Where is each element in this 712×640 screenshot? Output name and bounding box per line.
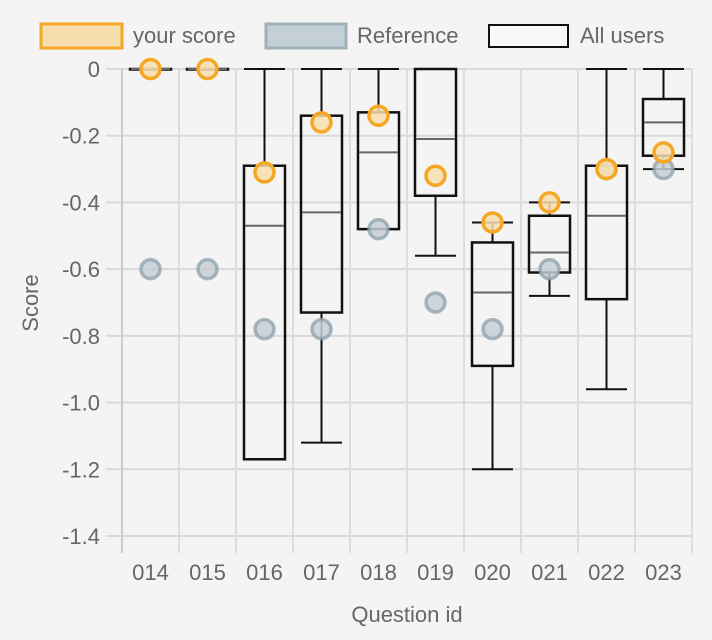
box-019 xyxy=(413,67,458,257)
y-axis-title: Score xyxy=(18,274,43,331)
x-tick-label: 016 xyxy=(246,560,283,585)
legend-swatch-your-score xyxy=(39,22,124,50)
y-tick-label: 0 xyxy=(88,57,100,82)
iqr-box xyxy=(584,164,629,301)
box-021 xyxy=(527,201,572,297)
legend-label-your-score: your score xyxy=(133,23,236,48)
y-tick-label: -0.2 xyxy=(62,124,100,149)
reference-point-017 xyxy=(310,317,333,341)
scatter-series-your-score xyxy=(139,57,675,234)
y-tick-label: -0.4 xyxy=(62,190,100,215)
box-018 xyxy=(356,68,401,231)
your-score-point-017 xyxy=(310,111,333,134)
grid xyxy=(106,68,693,553)
x-tick-label: 022 xyxy=(588,560,625,585)
x-axis-title: Question id xyxy=(351,602,462,627)
box-020 xyxy=(470,221,515,471)
reference-point-019 xyxy=(424,291,447,314)
your-score-point-016 xyxy=(253,161,276,184)
legend-swatch-all-users xyxy=(488,24,569,48)
x-tick-label: 020 xyxy=(474,560,511,585)
reference-point-015 xyxy=(196,257,219,281)
x-tick-label: 018 xyxy=(360,560,397,585)
y-tick-label: -1.2 xyxy=(62,457,100,482)
x-tick-label: 017 xyxy=(303,560,340,585)
legend-label-all-users: All users xyxy=(580,23,664,48)
iqr-box xyxy=(299,114,344,314)
x-tick-label: 023 xyxy=(645,560,682,585)
your-score-point-015 xyxy=(196,57,219,81)
box-022 xyxy=(584,68,629,391)
your-score-point-022 xyxy=(595,157,618,181)
iqr-box xyxy=(470,241,515,368)
reference-point-021 xyxy=(538,257,561,281)
y-tick-label: -0.6 xyxy=(62,257,100,282)
y-tick-label: -1.4 xyxy=(62,524,100,549)
your-score-point-021 xyxy=(538,191,561,214)
your-score-point-019 xyxy=(424,164,447,187)
legend-label-reference: Reference xyxy=(357,23,459,48)
iqr-box xyxy=(356,111,401,231)
x-tick-label: 015 xyxy=(189,560,226,585)
your-score-point-018 xyxy=(367,104,390,127)
reference-point-014 xyxy=(139,257,162,281)
reference-point-020 xyxy=(481,317,504,341)
iqr-box xyxy=(413,67,458,198)
legend: your score Reference All users xyxy=(39,22,664,50)
x-tick-label: 019 xyxy=(417,560,454,585)
your-score-point-014 xyxy=(139,57,162,81)
iqr-box xyxy=(242,164,287,461)
your-score-point-020 xyxy=(481,211,504,234)
y-axis-ticks: 0 -0.2 -0.4 -0.6 -0.8 -1.0 -1.2 -1.4 xyxy=(62,57,100,549)
reference-point-018 xyxy=(367,217,390,241)
y-tick-label: -1.0 xyxy=(62,391,100,416)
x-axis-ticks: 014 015 016 017 018 019 020 021 022 023 xyxy=(132,560,682,585)
reference-point-016 xyxy=(253,317,276,341)
box-016 xyxy=(242,68,287,461)
your-score-point-023 xyxy=(652,141,675,164)
y-tick-label: -0.8 xyxy=(62,324,100,349)
legend-swatch-reference xyxy=(264,22,348,50)
x-tick-label: 021 xyxy=(531,560,568,585)
x-tick-label: 014 xyxy=(132,560,169,585)
